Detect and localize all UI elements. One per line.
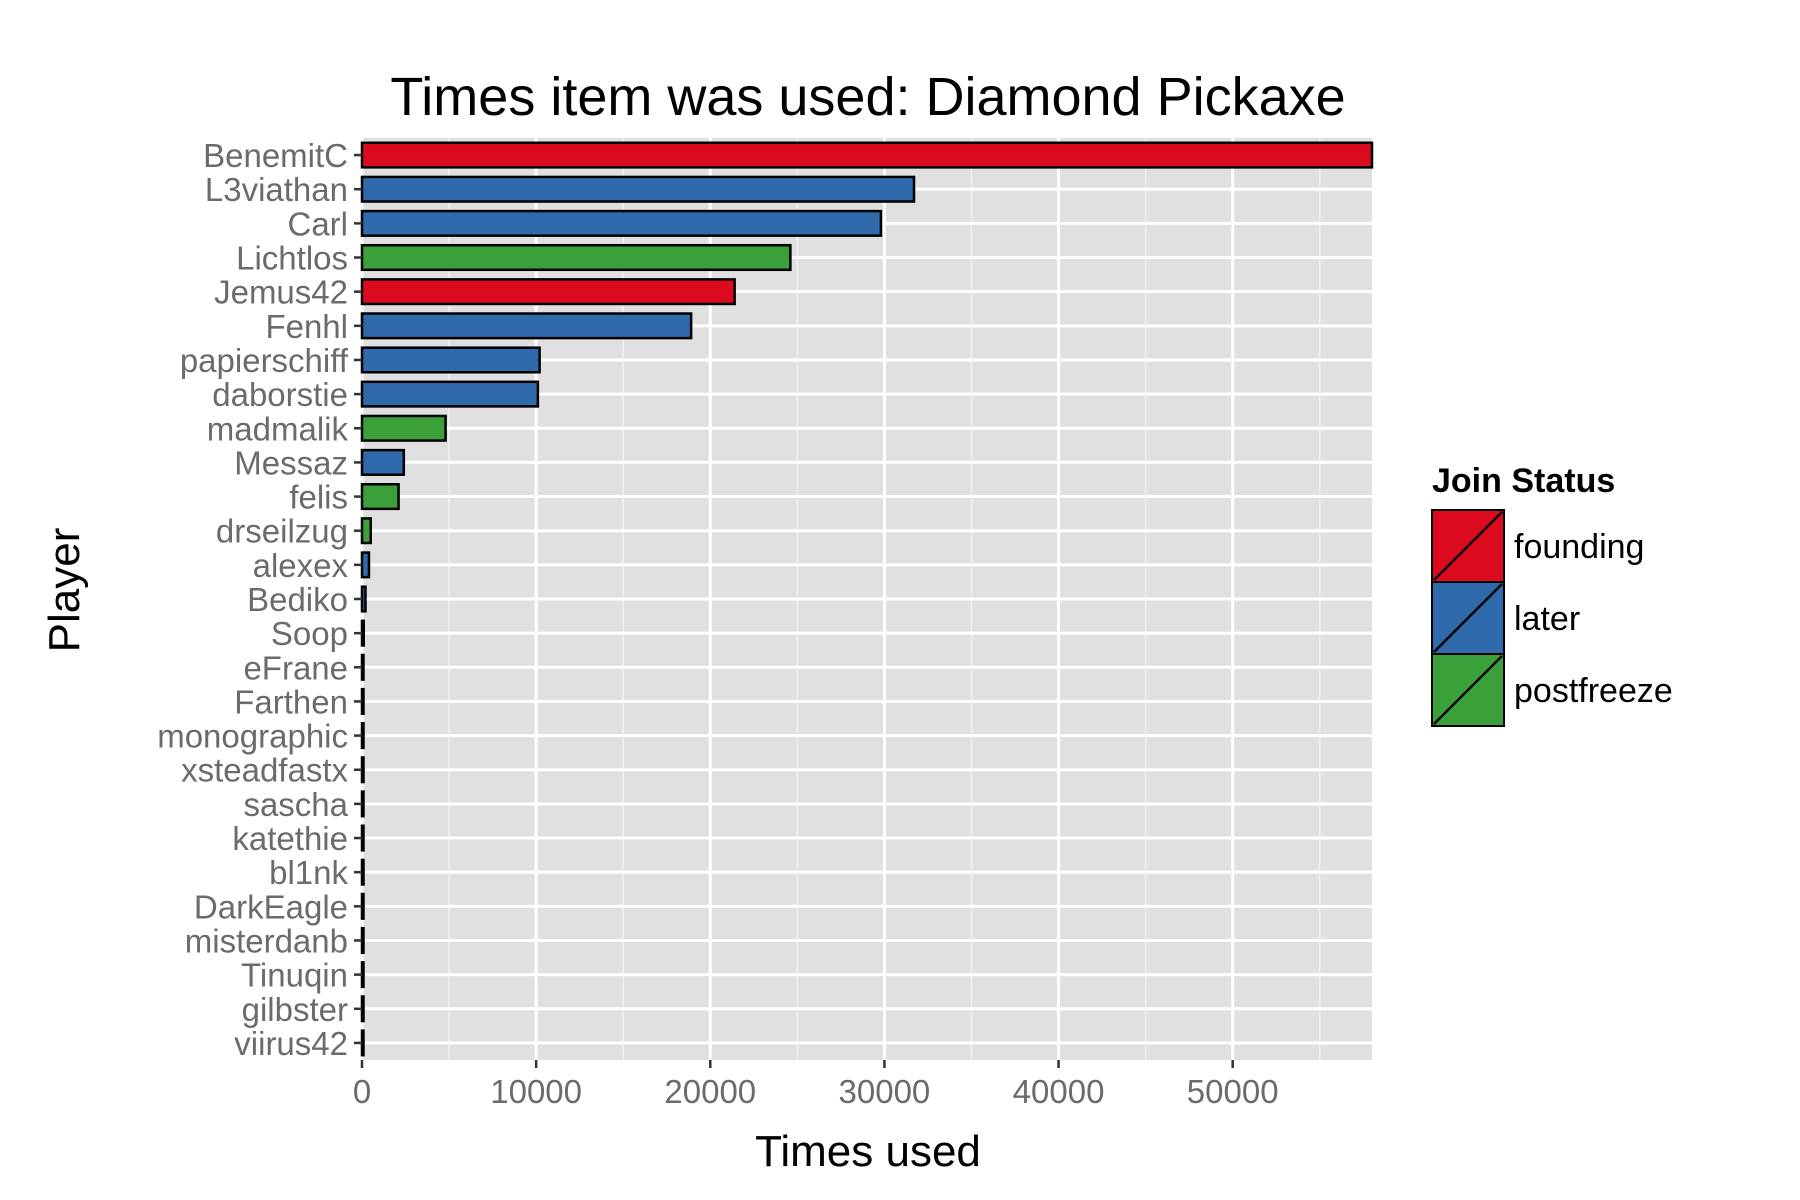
bar-sascha xyxy=(360,790,365,818)
bar-eFrane xyxy=(360,653,365,681)
y-tick-label: daborstie xyxy=(212,376,348,413)
x-tick-label: 50000 xyxy=(1187,1073,1279,1110)
y-tick-label: katethie xyxy=(232,820,348,857)
y-tick-label: sascha xyxy=(243,786,348,823)
bar-Messaz xyxy=(360,448,406,476)
y-tick-label: monographic xyxy=(157,718,348,755)
bar-papierschiff xyxy=(360,346,541,374)
x-axis: 0 10000 20000 30000 40000 50000 xyxy=(353,1060,1279,1110)
y-tick-label: madmalik xyxy=(207,410,349,447)
bar-felis xyxy=(360,483,400,511)
bar-Carl xyxy=(360,209,883,237)
y-tick-label: Fenhl xyxy=(265,308,348,345)
y-tick-label: misterdanb xyxy=(185,922,348,959)
y-tick-label: Jemus42 xyxy=(214,274,348,311)
y-tick-label: viirus42 xyxy=(234,1025,348,1062)
y-tick-label: gilbster xyxy=(242,991,348,1028)
y-tick-label: papierschiff xyxy=(180,342,349,379)
bar-xsteadfastx xyxy=(360,756,365,784)
y-tick-label: eFrane xyxy=(243,649,348,686)
y-tick-label: Carl xyxy=(287,205,348,242)
y-tick-label: felis xyxy=(289,479,348,516)
x-axis-title: Times used xyxy=(755,1127,981,1176)
y-axis-title: Player xyxy=(40,528,89,653)
bar-drseilzug xyxy=(360,517,372,545)
bar-gilbster xyxy=(360,995,365,1023)
plot-area xyxy=(360,138,1374,1060)
legend-key-slash xyxy=(1433,583,1503,653)
legend: Join Status founding later postfreeze xyxy=(1431,462,1673,727)
y-tick-label: L3viathan xyxy=(205,171,348,208)
bar-Soop xyxy=(360,619,365,647)
legend-title: Join Status xyxy=(1432,462,1615,500)
y-tick-label: drseilzug xyxy=(216,513,348,550)
bar-DarkEagle xyxy=(360,892,365,920)
x-tick-label: 0 xyxy=(353,1073,371,1110)
x-tick-label: 30000 xyxy=(839,1073,931,1110)
bar-bl1nk xyxy=(360,858,365,886)
bar-BenemitC xyxy=(360,141,1374,169)
y-tick-label: alexex xyxy=(253,547,349,584)
x-tick-label: 10000 xyxy=(490,1073,582,1110)
bar-Tinuqin xyxy=(360,961,365,989)
y-tick-label: Tinuqin xyxy=(241,957,348,994)
legend-label-founding: founding xyxy=(1514,528,1644,566)
y-tick-label: Soop xyxy=(271,615,348,652)
legend-key-slash xyxy=(1433,511,1503,581)
bar-misterdanb xyxy=(360,926,365,955)
y-tick-label: bl1nk xyxy=(269,854,348,891)
bar-viirus42 xyxy=(360,1029,365,1057)
y-tick-label: BenemitC xyxy=(203,137,348,174)
y-axis: BenemitCL3viathanCarlLichtlosJemus42Fenh… xyxy=(157,137,362,1062)
legend-label-postfreeze: postfreeze xyxy=(1514,672,1673,710)
bar-Lichtlos xyxy=(360,243,792,272)
y-tick-label: Bediko xyxy=(247,581,348,618)
bar-Bediko xyxy=(360,585,367,613)
y-tick-label: Messaz xyxy=(234,444,348,481)
bar-alexex xyxy=(360,551,371,579)
bar-Farthen xyxy=(360,687,365,715)
x-tick-label: 40000 xyxy=(1013,1073,1105,1110)
x-tick-label: 20000 xyxy=(664,1073,756,1110)
legend-label-later: later xyxy=(1514,600,1580,638)
y-tick-label: Lichtlos xyxy=(236,240,348,277)
legend-key-slash xyxy=(1433,655,1503,725)
bar-L3viathan xyxy=(360,175,916,203)
bar-Jemus42 xyxy=(360,278,736,306)
y-tick-label: xsteadfastx xyxy=(181,752,348,789)
bar-madmalik xyxy=(360,414,447,442)
bar-monographic xyxy=(360,722,365,750)
y-tick-label: Farthen xyxy=(234,683,348,720)
chart-title: Times item was used: Diamond Pickaxe xyxy=(390,67,1345,127)
bar-daborstie xyxy=(360,380,540,408)
bar-katethie xyxy=(360,824,365,852)
bar-Fenhl xyxy=(360,312,693,340)
y-tick-label: DarkEagle xyxy=(194,888,348,925)
